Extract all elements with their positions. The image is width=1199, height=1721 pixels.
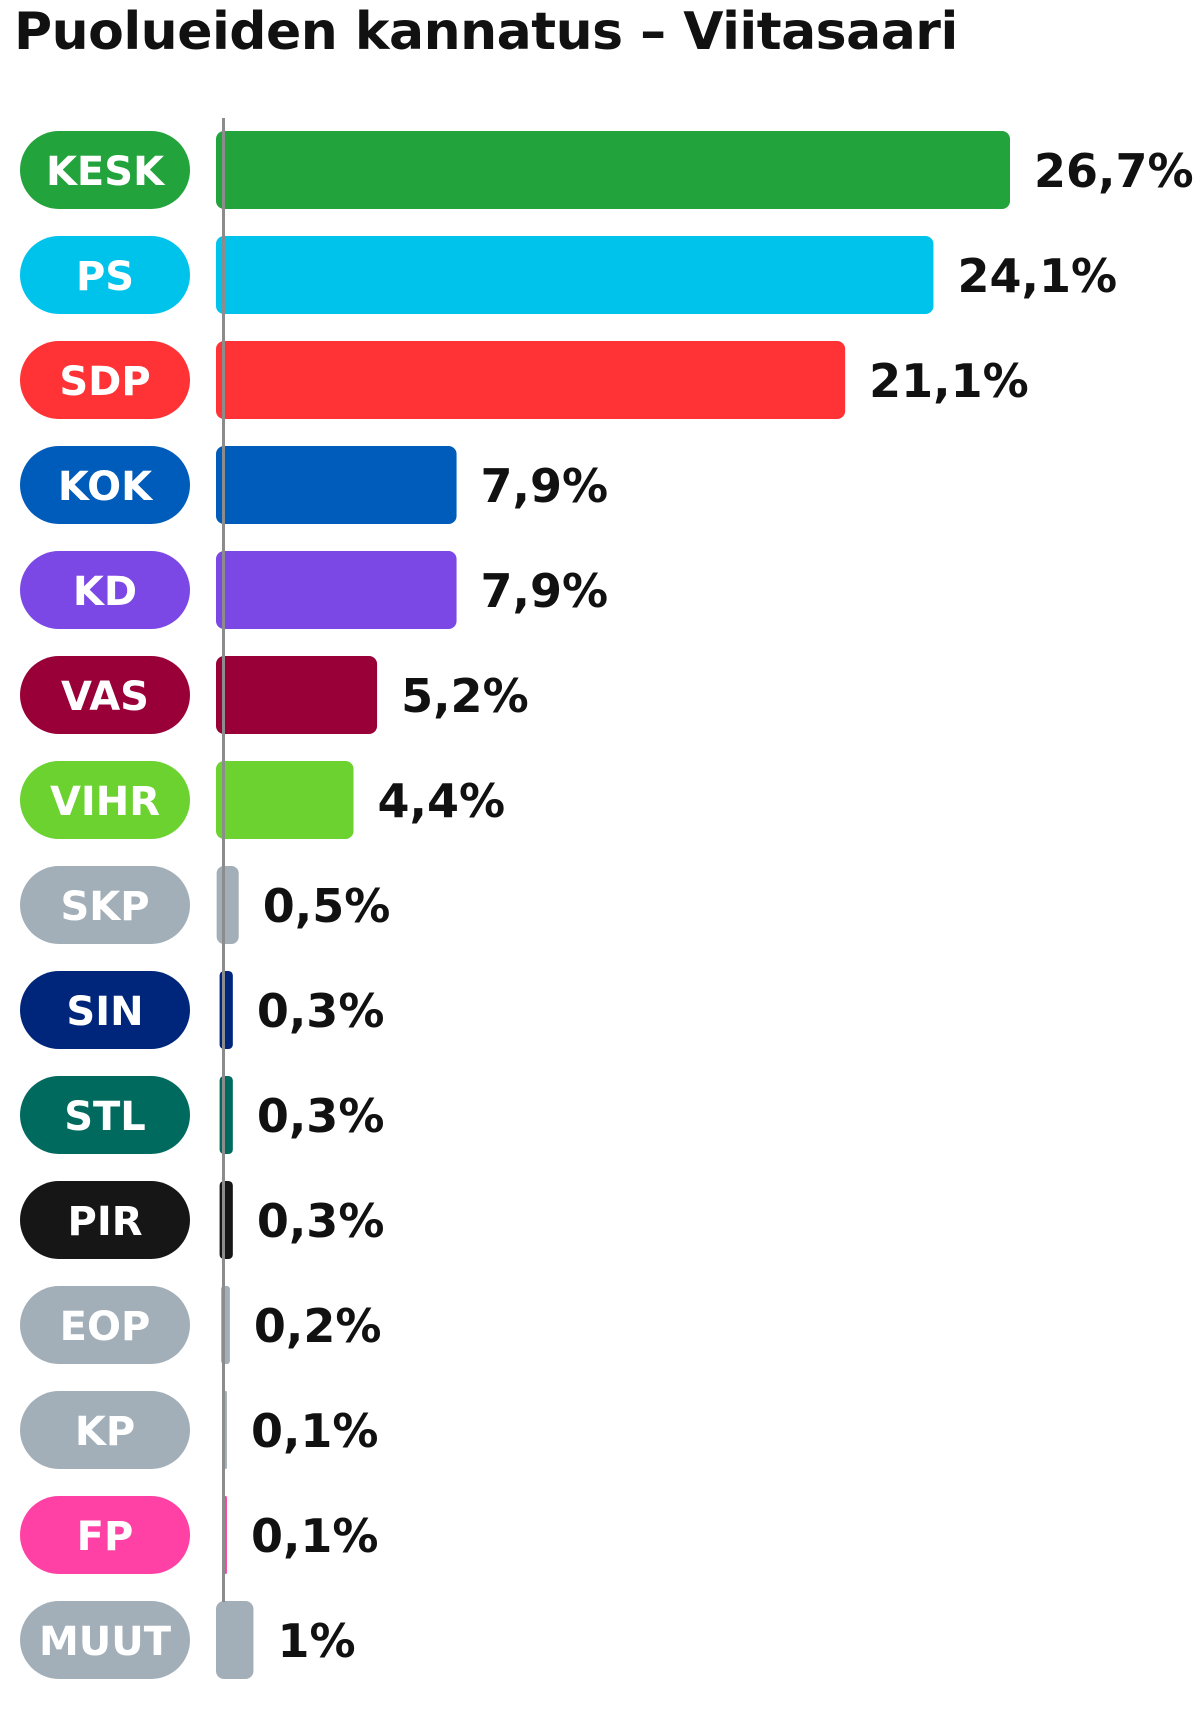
value-label-eop: 0,2% — [254, 1299, 382, 1353]
party-label-skp: SKP — [20, 866, 190, 944]
category-label: PS — [76, 254, 134, 300]
category-label: KP — [75, 1409, 135, 1455]
bar-ps — [216, 236, 934, 314]
party-pill-kp — [20, 1391, 190, 1469]
bar-stl — [219, 1076, 233, 1154]
party-pill-pir — [20, 1181, 190, 1259]
party-label-vas: VAS — [20, 656, 190, 734]
party-label-vihr: VIHR — [20, 761, 190, 839]
party-pill-muut — [20, 1601, 190, 1679]
category-label: PIR — [68, 1199, 143, 1245]
bar-kesk — [216, 131, 1010, 209]
party-pill-vas — [20, 656, 190, 734]
party-label-muut: MUUT — [20, 1601, 190, 1679]
party-pill-kd — [20, 551, 190, 629]
bar-pir — [219, 1181, 233, 1259]
category-label: KOK — [58, 464, 154, 510]
party-pill-stl — [20, 1076, 190, 1154]
party-label-fp: FP — [20, 1496, 190, 1574]
value-label-vihr: 4,4% — [378, 774, 506, 828]
bar-sin — [219, 971, 233, 1049]
party-pill-ps — [20, 236, 190, 314]
value-label-muut: 1% — [277, 1614, 355, 1668]
category-label: VIHR — [50, 779, 160, 825]
value-label-stl: 0,3% — [257, 1089, 385, 1143]
value-label-kesk: 26,7% — [1034, 144, 1194, 198]
value-label-vas: 5,2% — [401, 669, 529, 723]
party-label-kp: KP — [20, 1391, 190, 1469]
chart-title: Puolueiden kannatus – Viitasaari — [14, 2, 958, 62]
party-pill-kesk — [20, 131, 190, 209]
party-label-sdp: SDP — [20, 341, 190, 419]
value-label-fp: 0,1% — [251, 1509, 379, 1563]
party-pill-skp — [20, 866, 190, 944]
value-label-sdp: 21,1% — [869, 354, 1029, 408]
category-label: MUUT — [39, 1619, 172, 1665]
value-label-pir: 0,3% — [257, 1194, 385, 1248]
category-label: SIN — [66, 989, 143, 1035]
bar-sdp — [216, 341, 846, 419]
party-pill-eop — [20, 1286, 190, 1364]
bar-skp — [216, 866, 239, 944]
bar-vas — [216, 656, 378, 734]
value-label-sin: 0,3% — [257, 984, 385, 1038]
category-label: FP — [77, 1514, 134, 1560]
value-label-ps: 24,1% — [957, 249, 1117, 303]
value-label-kd: 7,9% — [481, 564, 609, 618]
y-axis-line — [222, 118, 225, 1602]
party-pill-vihr — [20, 761, 190, 839]
value-label-skp: 0,5% — [263, 879, 391, 933]
value-label-kp: 0,1% — [251, 1404, 379, 1458]
category-label: EOP — [60, 1304, 151, 1350]
party-label-sin: SIN — [20, 971, 190, 1049]
party-label-pir: PIR — [20, 1181, 190, 1259]
value-label-kok: 7,9% — [481, 459, 609, 513]
party-pill-sin — [20, 971, 190, 1049]
category-label: SDP — [59, 359, 150, 405]
party-label-kd: KD — [20, 551, 190, 629]
bar-kok — [216, 446, 457, 524]
party-label-kesk: KESK — [20, 131, 190, 209]
category-label: STL — [64, 1094, 146, 1140]
party-label-ps: PS — [20, 236, 190, 314]
party-pill-kok — [20, 446, 190, 524]
category-label: KESK — [46, 149, 166, 195]
party-label-eop: EOP — [20, 1286, 190, 1364]
party-label-stl: STL — [20, 1076, 190, 1154]
party-pill-sdp — [20, 341, 190, 419]
bar-muut — [216, 1601, 254, 1679]
bar-vihr — [216, 761, 354, 839]
party-pill-fp — [20, 1496, 190, 1574]
category-label: KD — [73, 569, 137, 615]
party-label-kok: KOK — [20, 446, 190, 524]
category-label: SKP — [60, 884, 149, 930]
category-label: VAS — [61, 674, 149, 720]
bar-kd — [216, 551, 457, 629]
